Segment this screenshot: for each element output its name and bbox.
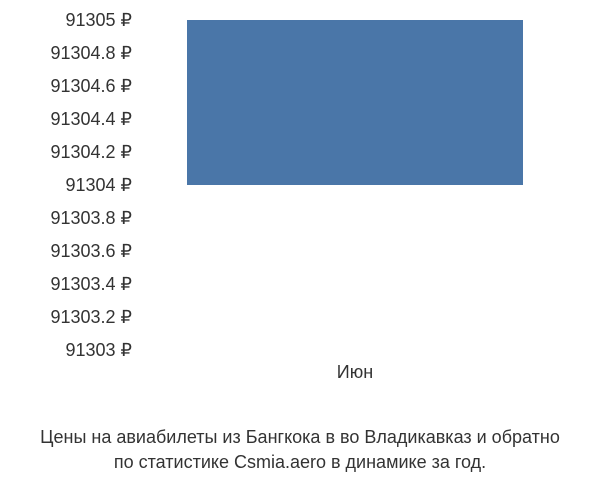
y-tick-label: 91304.8 ₽: [0, 44, 132, 62]
y-tick-label: 91303.4 ₽: [0, 275, 132, 293]
y-tick-label: 91303.6 ₽: [0, 242, 132, 260]
y-tick-label: 91304.4 ₽: [0, 110, 132, 128]
y-tick-label: 91305 ₽: [0, 11, 132, 29]
y-tick-label: 91304 ₽: [0, 176, 132, 194]
y-tick-label: 91303.8 ₽: [0, 209, 132, 227]
caption-line-1: Цены на авиабилеты из Бангкока в во Влад…: [0, 425, 600, 450]
chart-caption: Цены на авиабилеты из Бангкока в во Влад…: [0, 425, 600, 475]
x-tick-label: Июн: [337, 362, 373, 383]
y-tick-label: 91304.2 ₽: [0, 143, 132, 161]
y-tick-label: 91303.2 ₽: [0, 308, 132, 326]
plot-area: Июн: [140, 10, 570, 340]
chart-container: 91305 ₽ 91304.8 ₽ 91304.6 ₽ 91304.4 ₽ 91304.…: [0, 10, 600, 390]
bar: [187, 20, 522, 185]
caption-line-2: по статистике Csmia.aero в динамике за г…: [0, 450, 600, 475]
y-tick-label: 91304.6 ₽: [0, 77, 132, 95]
y-tick-label: 91303 ₽: [0, 341, 132, 359]
y-axis: 91305 ₽ 91304.8 ₽ 91304.6 ₽ 91304.4 ₽ 91304.…: [0, 10, 140, 340]
